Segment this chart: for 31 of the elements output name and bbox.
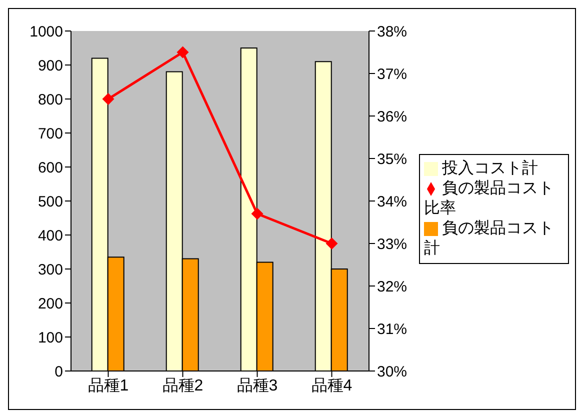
x-tick-label: 品種2 <box>162 377 204 394</box>
y2-tick-label: 38% <box>377 23 408 40</box>
y-tick-label: 1000 <box>30 23 63 40</box>
x-tick-label: 品種1 <box>88 377 129 394</box>
point <box>176 46 189 58</box>
legend-label: 投入コスト計 <box>442 160 538 177</box>
point <box>102 93 114 105</box>
y-tick-label: 900 <box>38 57 63 74</box>
y-tick-label: 300 <box>38 261 63 278</box>
y2-tick-label: 32% <box>377 278 408 296</box>
y2-tick-label: 34% <box>377 193 408 210</box>
y-tick-label: 500 <box>38 193 63 210</box>
y-tick-label: 400 <box>38 227 63 244</box>
y-tick-label: 200 <box>38 295 63 312</box>
y-tick-label: 600 <box>38 159 63 176</box>
y-tick-label: 700 <box>38 125 63 142</box>
legend-label: 負の製品コスト計 <box>424 220 554 257</box>
y2-tick-label: 33% <box>377 236 408 253</box>
point <box>326 238 338 250</box>
x-tick-label: 品種4 <box>311 377 352 394</box>
y2-tick-label: 30% <box>377 363 408 380</box>
y2-tick-label: 37% <box>377 66 408 83</box>
legend-label: 負の製品コスト比率 <box>424 180 554 217</box>
y-tick-label: 800 <box>38 91 63 108</box>
y2-tick-label: 36% <box>377 108 408 126</box>
y2-tick-label: 31% <box>377 320 408 338</box>
y2-tick-label: 35% <box>377 150 408 168</box>
point <box>251 208 264 220</box>
y-tick-label: 100 <box>38 329 63 346</box>
x-tick-label: 品種3 <box>236 377 278 394</box>
y-tick-label: 0 <box>54 363 63 380</box>
